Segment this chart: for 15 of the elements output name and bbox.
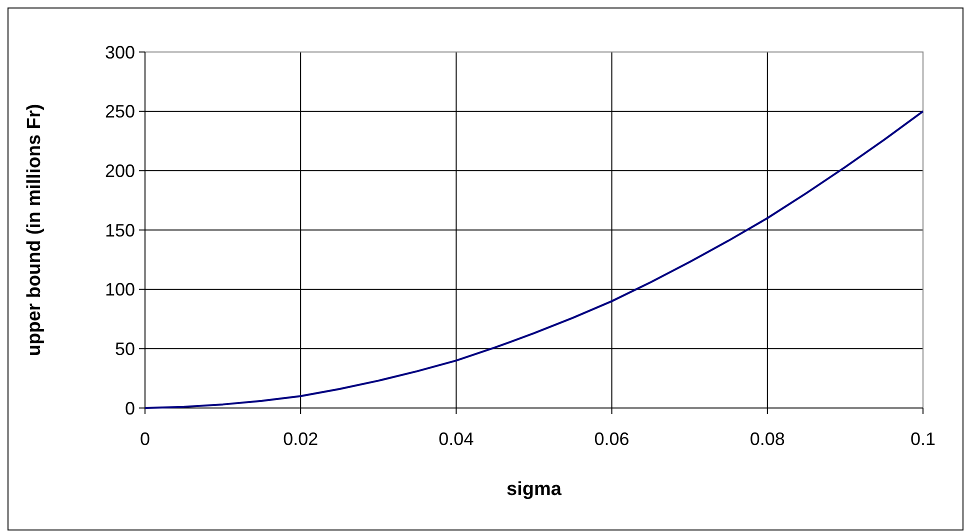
y-tick-label: 300 (104, 42, 135, 62)
y-tick-label: 150 (104, 220, 135, 240)
x-tick-label: 0.1 (910, 429, 936, 449)
x-tick-label: 0.06 (594, 429, 630, 449)
y-tick-label: 50 (114, 338, 135, 359)
x-tick-label: 0.02 (283, 429, 318, 449)
x-axis-title: sigma (506, 479, 562, 500)
x-tick-label: 0 (140, 429, 150, 449)
y-tick-label: 250 (104, 102, 135, 122)
y-axis-title: upper bound (in millions Fr) (24, 104, 45, 356)
y-tick-label: 200 (104, 160, 135, 181)
x-tick-label: 0.08 (750, 429, 785, 449)
y-tick-label: 100 (104, 280, 135, 300)
x-tick-label: 0.04 (438, 429, 474, 449)
y-tick-label: 0 (124, 398, 135, 418)
